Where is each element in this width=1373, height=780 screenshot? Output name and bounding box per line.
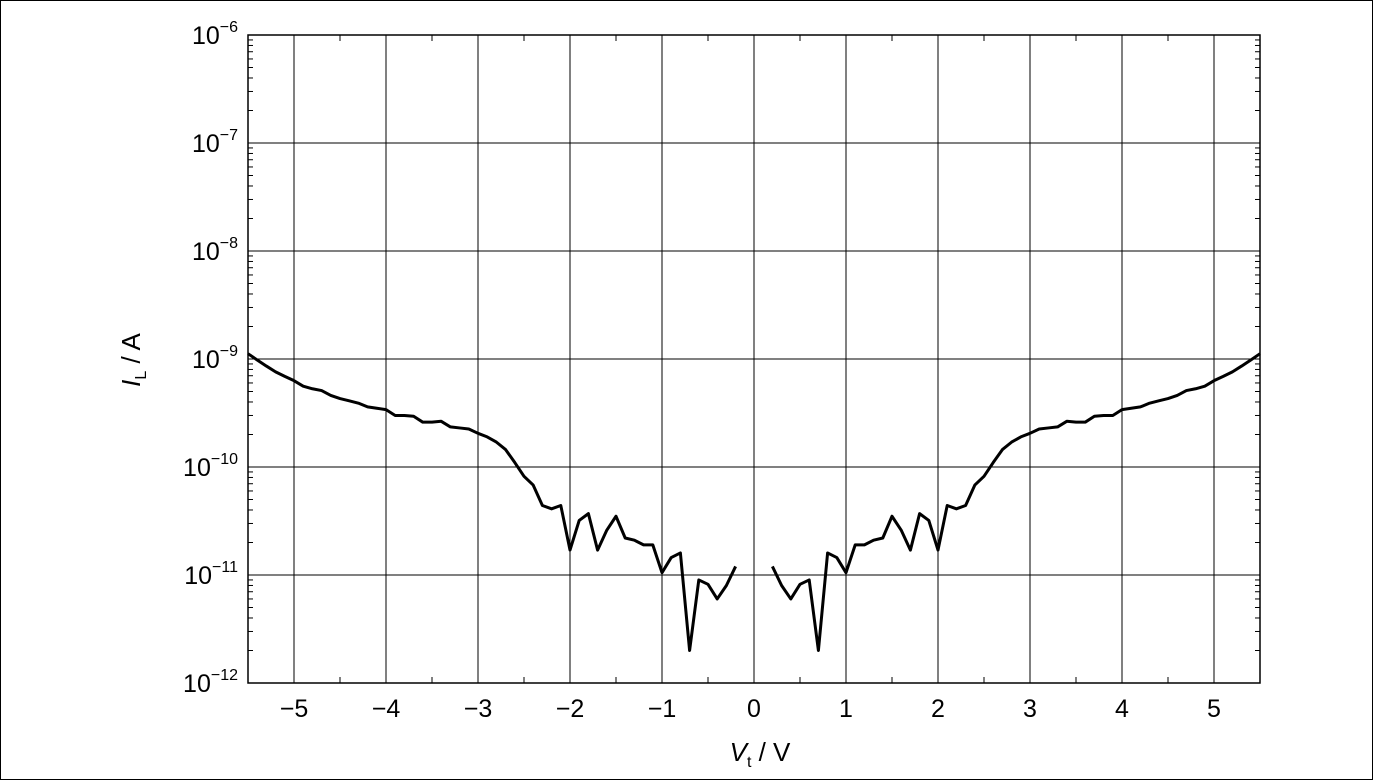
y-tick-label: 10−12 (183, 667, 238, 698)
x-tick-label: −3 (464, 695, 493, 723)
y-tick-labels: 10−12 10−11 10−10 10−9 10−8 10−7 10−6 (183, 19, 238, 698)
x-tick-label: −4 (372, 695, 401, 723)
x-axis-label: Vt / V (730, 737, 791, 771)
x-tick-label: 0 (747, 695, 761, 723)
x-tick-labels: −5 −4 −3 −2 −1 0 1 2 3 4 5 (280, 695, 1221, 723)
minor-ticks (247, 35, 1261, 683)
x-tick-label: 3 (1023, 695, 1037, 723)
x-tick-label: −5 (280, 695, 309, 723)
x-tick-label: −1 (648, 695, 677, 723)
y-tick-label: 10−9 (192, 343, 238, 374)
y-tick-label: 10−11 (184, 559, 238, 590)
x-tick-label: 5 (1207, 695, 1221, 723)
y-tick-label: 10−10 (183, 451, 238, 482)
y-tick-label: 10−7 (192, 127, 238, 158)
y-tick-label: 10−6 (192, 19, 238, 50)
x-tick-label: 4 (1115, 695, 1129, 723)
series-line (247, 352, 737, 652)
y-tick-label: 10−8 (192, 235, 238, 266)
x-tick-label: −2 (556, 695, 585, 723)
series (247, 352, 1261, 652)
x-tick-label: 2 (931, 695, 945, 723)
plot-frame (247, 34, 1261, 684)
x-tick-label: 1 (839, 695, 853, 723)
series-line (771, 352, 1261, 652)
y-axis-label: IL / A (116, 332, 150, 386)
